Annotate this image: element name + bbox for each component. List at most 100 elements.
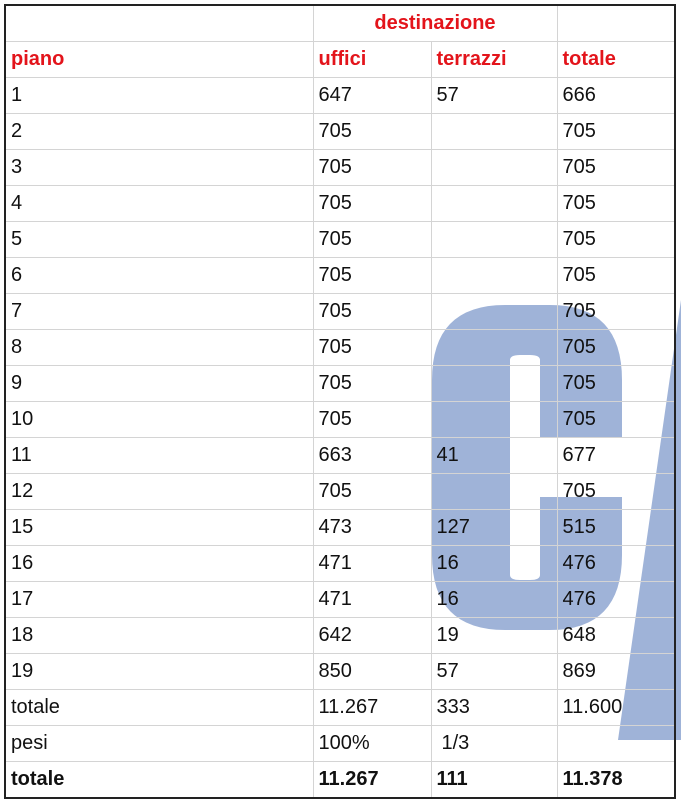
totale-cell[interactable]: 666	[556, 77, 676, 114]
piano-cell[interactable]: 3	[4, 149, 314, 186]
totale-cell[interactable]: 705	[556, 113, 676, 150]
header-totale[interactable]: totale	[556, 41, 676, 78]
uffici-cell[interactable]: 705	[312, 257, 432, 294]
table-row: 8 705 705	[4, 329, 676, 366]
piano-cell[interactable]: 1	[4, 77, 314, 114]
piano-cell[interactable]: 17	[4, 581, 314, 618]
uffici-cell[interactable]: 100%	[312, 725, 432, 762]
uffici-cell[interactable]: 11.267	[312, 689, 432, 726]
spreadsheet-table: destinazione piano uffici terrazzi total…	[4, 4, 676, 799]
terrazzi-cell[interactable]	[430, 365, 558, 402]
header-uffici[interactable]: uffici	[312, 41, 432, 78]
terrazzi-cell[interactable]: 57	[430, 653, 558, 690]
piano-cell[interactable]: 19	[4, 653, 314, 690]
piano-cell[interactable]: 18	[4, 617, 314, 654]
piano-cell[interactable]: 6	[4, 257, 314, 294]
uffici-cell[interactable]: 705	[312, 221, 432, 258]
piano-cell[interactable]: pesi	[4, 725, 314, 762]
totale-cell[interactable]: 11.600	[556, 689, 676, 726]
totale-cell[interactable]: 476	[556, 581, 676, 618]
uffici-cell[interactable]: 705	[312, 149, 432, 186]
totale-cell[interactable]: 705	[556, 401, 676, 438]
totale-cell[interactable]: 705	[556, 365, 676, 402]
totale-cell[interactable]: 677	[556, 437, 676, 474]
piano-cell[interactable]: totale	[4, 689, 314, 726]
terrazzi-cell[interactable]: 41	[430, 437, 558, 474]
totale-cell[interactable]: 705	[556, 329, 676, 366]
uffici-cell[interactable]: 642	[312, 617, 432, 654]
piano-cell[interactable]: 9	[4, 365, 314, 402]
terrazzi-cell[interactable]: 333	[430, 689, 558, 726]
table-row: 12 705 705	[4, 473, 676, 510]
cell[interactable]	[556, 4, 676, 42]
totale-cell[interactable]: 648	[556, 617, 676, 654]
piano-cell[interactable]: 8	[4, 329, 314, 366]
piano-cell[interactable]: 4	[4, 185, 314, 222]
uffici-cell[interactable]: 705	[312, 401, 432, 438]
uffici-cell[interactable]: 471	[312, 581, 432, 618]
totale-cell[interactable]: 705	[556, 293, 676, 330]
uffici-cell[interactable]: 850	[312, 653, 432, 690]
weights-row: pesi 100% 1/3	[4, 725, 676, 762]
terrazzi-cell[interactable]	[430, 185, 558, 222]
table-row: 6 705 705	[4, 257, 676, 294]
piano-cell[interactable]: 10	[4, 401, 314, 438]
totale-cell[interactable]: 515	[556, 509, 676, 546]
totale-cell[interactable]: 705	[556, 257, 676, 294]
terrazzi-cell[interactable]: 57	[430, 77, 558, 114]
totale-cell[interactable]: 705	[556, 185, 676, 222]
group-header-destinazione[interactable]: destinazione	[312, 4, 558, 42]
subtotal-row: totale 11.267 333 11.600	[4, 689, 676, 726]
table-row: 1 647 57 666	[4, 77, 676, 114]
cell[interactable]	[4, 4, 314, 42]
table-row: 15 473 127 515	[4, 509, 676, 546]
terrazzi-cell[interactable]	[430, 221, 558, 258]
piano-cell[interactable]: 15	[4, 509, 314, 546]
terrazzi-cell[interactable]: 16	[430, 545, 558, 582]
piano-cell[interactable]: 16	[4, 545, 314, 582]
terrazzi-cell[interactable]: 19	[430, 617, 558, 654]
uffici-cell[interactable]: 705	[312, 329, 432, 366]
uffici-cell[interactable]: 705	[312, 365, 432, 402]
terrazzi-cell[interactable]	[430, 257, 558, 294]
uffici-cell[interactable]: 471	[312, 545, 432, 582]
table-row: 19 850 57 869	[4, 653, 676, 690]
terrazzi-cell[interactable]	[430, 329, 558, 366]
terrazzi-cell[interactable]	[430, 113, 558, 150]
uffici-cell[interactable]: 663	[312, 437, 432, 474]
piano-cell[interactable]: totale	[4, 761, 314, 799]
table-row: 5 705 705	[4, 221, 676, 258]
table-row: 16 471 16 476	[4, 545, 676, 582]
totale-cell[interactable]: 705	[556, 149, 676, 186]
uffici-cell[interactable]: 473	[312, 509, 432, 546]
terrazzi-cell[interactable]	[430, 293, 558, 330]
piano-cell[interactable]: 12	[4, 473, 314, 510]
header-piano[interactable]: piano	[4, 41, 314, 78]
terrazzi-cell[interactable]	[430, 473, 558, 510]
terrazzi-cell[interactable]: 1/3	[430, 725, 558, 762]
totale-cell[interactable]: 11.378	[556, 761, 676, 799]
totale-cell[interactable]: 869	[556, 653, 676, 690]
uffici-cell[interactable]: 11.267	[312, 761, 432, 799]
piano-cell[interactable]: 7	[4, 293, 314, 330]
totale-cell[interactable]: 476	[556, 545, 676, 582]
terrazzi-cell[interactable]: 16	[430, 581, 558, 618]
piano-cell[interactable]: 11	[4, 437, 314, 474]
terrazzi-cell[interactable]	[430, 149, 558, 186]
piano-cell[interactable]: 2	[4, 113, 314, 150]
table-row: 9 705 705	[4, 365, 676, 402]
uffici-cell[interactable]: 705	[312, 113, 432, 150]
uffici-cell[interactable]: 705	[312, 473, 432, 510]
uffici-cell[interactable]: 705	[312, 293, 432, 330]
totale-cell[interactable]: 705	[556, 473, 676, 510]
uffici-cell[interactable]: 705	[312, 185, 432, 222]
terrazzi-cell[interactable]: 127	[430, 509, 558, 546]
piano-cell[interactable]: 5	[4, 221, 314, 258]
table-row: 17 471 16 476	[4, 581, 676, 618]
totale-cell[interactable]	[556, 725, 676, 762]
uffici-cell[interactable]: 647	[312, 77, 432, 114]
terrazzi-cell[interactable]: 111	[430, 761, 558, 799]
totale-cell[interactable]: 705	[556, 221, 676, 258]
header-terrazzi[interactable]: terrazzi	[430, 41, 558, 78]
terrazzi-cell[interactable]	[430, 401, 558, 438]
